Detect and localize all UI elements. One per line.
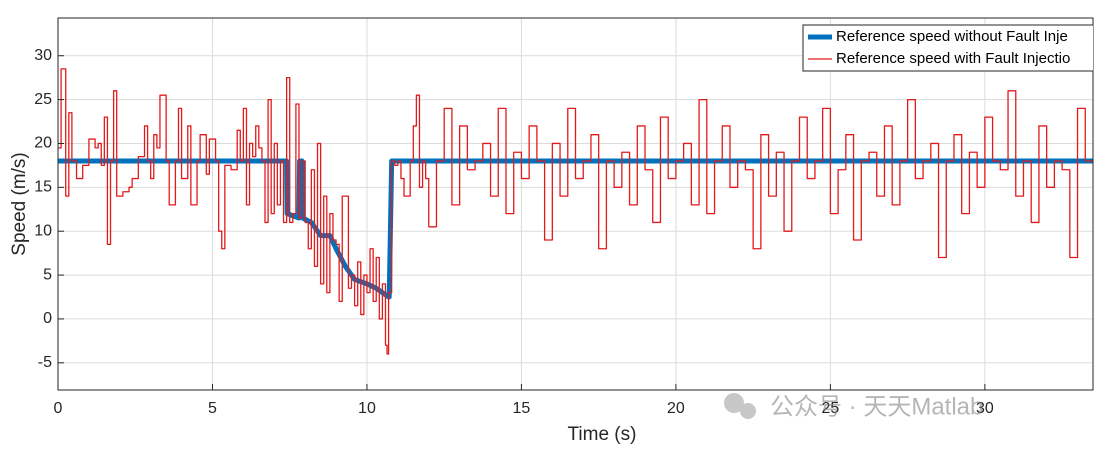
x-tick-label: 10 [358, 400, 376, 417]
y-tick-label: 20 [34, 135, 52, 152]
y-tick-label: 10 [34, 222, 52, 239]
y-tick-label: 15 [34, 179, 52, 196]
legend-entries: Reference speed without Fault Inje Refere… [808, 28, 1070, 67]
x-tick-label: 15 [513, 400, 531, 417]
legend-label: Reference speed without Fault Inje [836, 28, 1068, 45]
watermark-icon [724, 393, 744, 413]
legend: Reference speed without Fault Inje Refere… [802, 24, 1093, 72]
legend-label: Reference speed with Fault Injectio [836, 50, 1070, 67]
y-tick-label: 25 [34, 91, 52, 108]
lines [58, 68, 1093, 355]
axes-box [57, 17, 1094, 391]
watermark-icon [740, 403, 756, 419]
data-line [58, 68, 1093, 355]
y-tick-label: 30 [34, 47, 52, 64]
plot-area [58, 18, 1093, 390]
x-axis-label: Time (s) [568, 424, 637, 445]
watermark: 公众号 · 天天Matlab [724, 393, 983, 420]
ticks: 0 5 10 15 20 25 30 -5 0 5 10 15 20 25 30 [34, 47, 994, 417]
y-tick-label: -5 [38, 354, 52, 371]
y-axis-label: Speed (m/s) [9, 152, 30, 255]
x-tick-label: 30 [976, 400, 994, 417]
x-tick-label: 25 [821, 400, 839, 417]
x-tick-label: 0 [54, 400, 63, 417]
watermark-text: 公众号 · 天天Matlab [770, 393, 983, 420]
x-tick-label: 5 [208, 400, 217, 417]
legend-box [802, 24, 1093, 72]
y-tick-label: 0 [43, 310, 52, 327]
y-tick-label: 5 [43, 266, 52, 283]
x-tick-label: 20 [667, 400, 685, 417]
